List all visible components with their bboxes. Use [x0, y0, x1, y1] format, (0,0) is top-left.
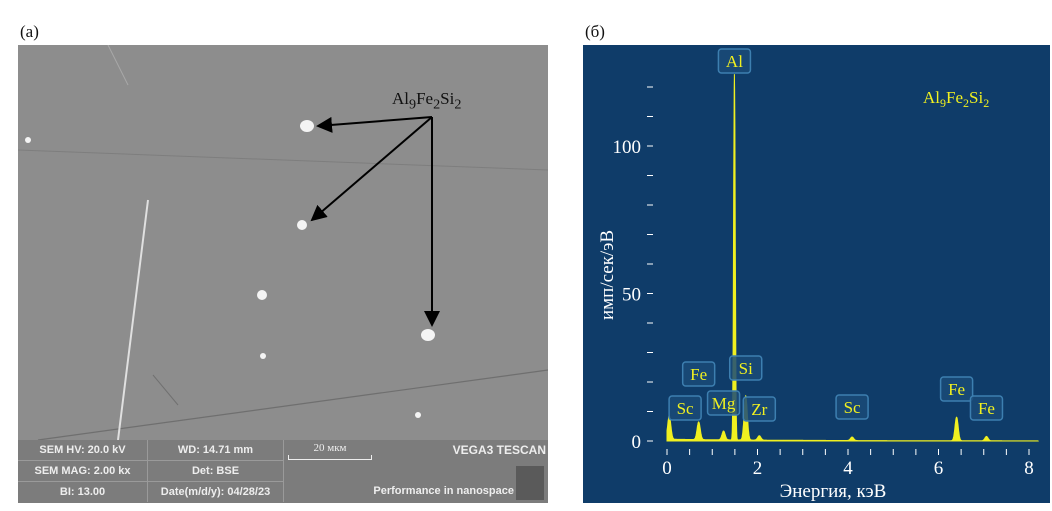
- peak-label-al: Al: [717, 48, 752, 74]
- arrows: [310, 116, 440, 327]
- spectrum-chart: 0 50 100 0 2 4 6 8 Al Si Fe Sc Mg Zr Sc Fe Fe имп/сек/э…: [597, 48, 1039, 502]
- phase-annotation: Al9Fe2Si2: [923, 88, 989, 110]
- svg-text:Mg: Mg: [712, 394, 736, 413]
- svg-text:Fe: Fe: [690, 365, 707, 384]
- svg-text:Fe: Fe: [948, 380, 965, 399]
- peak-label-zr: Zr: [742, 396, 777, 422]
- svg-text:Sc: Sc: [844, 398, 861, 417]
- x-tick-label: 8: [1024, 458, 1034, 479]
- y-tick-label: 50: [622, 285, 641, 306]
- x-axis-label: Энергия, кэВ: [780, 481, 887, 502]
- svg-text:Zr: Zr: [751, 400, 767, 419]
- x-tick-label: 6: [934, 458, 944, 479]
- scale-bar: [288, 455, 372, 460]
- svg-text:Fe: Fe: [978, 399, 995, 418]
- peak-label-sc: Sc: [835, 394, 869, 420]
- sem-micrograph: Al9Fe2Si2 SEM HV: 20.0 kV WD: 14.71 mm S…: [18, 45, 548, 503]
- y-tick-label: 100: [613, 137, 642, 158]
- spectrum-trace: [666, 74, 1039, 442]
- svg-text:Sc: Sc: [677, 399, 694, 418]
- sem-info-bar: SEM HV: 20.0 kV WD: 14.71 mm SEM MAG: 2.…: [18, 440, 548, 503]
- bi: BI: 13.00: [18, 482, 148, 502]
- wd: WD: 14.71 mm: [148, 440, 284, 461]
- sem-image: [18, 45, 548, 441]
- x-tick-label: 4: [843, 458, 853, 479]
- svg-text:Si: Si: [739, 359, 753, 378]
- svg-text:Al: Al: [726, 52, 743, 71]
- date: Date(m/d/y): 04/28/23: [148, 482, 284, 502]
- x-tick-label: 0: [662, 458, 672, 479]
- particles: [25, 120, 435, 418]
- mag: SEM MAG: 2.00 kx: [18, 461, 148, 482]
- peak-label-fe: Fe: [969, 395, 1004, 421]
- peak-label-sc: Sc: [668, 395, 702, 421]
- panel-b-label: (б): [585, 22, 605, 41]
- peak-label-si: Si: [728, 355, 763, 381]
- peak-label-fe: Fe: [939, 376, 974, 402]
- brand: VEGA3 TESCAN: [452, 443, 546, 457]
- peak-label-mg: Mg: [706, 390, 741, 416]
- panel-a-label: (a): [20, 22, 39, 41]
- eds-spectrum: 0 50 100 0 2 4 6 8 Al Si Fe Sc Mg Zr Sc Fe Fe имп/сек/э…: [583, 45, 1050, 503]
- y-tick-label: 0: [632, 432, 642, 453]
- det: Det: BSE: [148, 461, 284, 482]
- slogan: Performance in nanospace: [373, 485, 514, 497]
- scale-bar-label: 20 мкм: [313, 442, 347, 454]
- hv: SEM HV: 20.0 kV: [18, 440, 148, 461]
- tescan-logo: [516, 466, 544, 500]
- x-tick-label: 2: [753, 458, 763, 479]
- phase-label: Al9Fe2Si2: [392, 89, 462, 113]
- y-axis-label: имп/сек/эВ: [597, 230, 618, 320]
- peak-label-fe: Fe: [681, 361, 716, 387]
